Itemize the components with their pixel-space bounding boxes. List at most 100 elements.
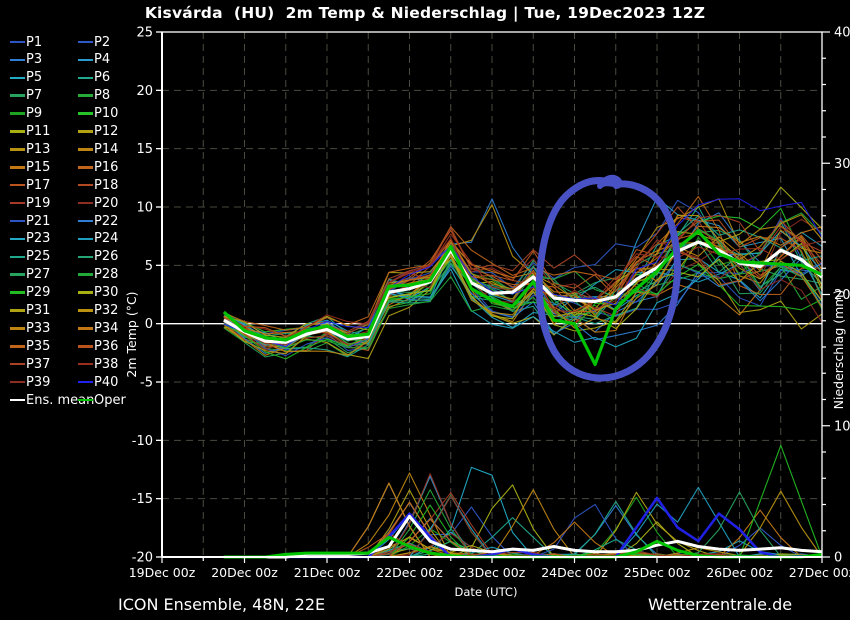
legend-label: P9: [26, 106, 43, 122]
legend-label: P12: [94, 124, 119, 139]
legend-item-p24: P24: [78, 231, 118, 247]
legend-label: P3: [26, 52, 43, 68]
chart-line: [223, 242, 823, 344]
chart-line: [223, 243, 823, 357]
legend-line-swatch: [10, 148, 25, 151]
legend-line-swatch: [10, 219, 25, 223]
chart-line: [223, 240, 824, 344]
chart-line: [223, 444, 823, 558]
legend-item-p32: P32: [78, 303, 118, 319]
legend-label: P33: [26, 320, 51, 336]
legend-line-swatch: [10, 130, 25, 133]
axis-text: 20: [136, 84, 153, 99]
axis-text: 24Dec 00z: [541, 565, 608, 580]
axis-text: Niederschlag (mm): [831, 290, 846, 410]
legend-item-p25: P25: [10, 249, 50, 265]
legend-label: P27: [26, 267, 51, 283]
legend-line-swatch: [78, 398, 93, 402]
legend-item-p38: P38: [78, 356, 118, 372]
legend-label: P18: [94, 177, 119, 193]
legend-item-p30: P30: [78, 285, 118, 301]
legend-item-p39: P39: [10, 374, 50, 390]
legend-item-p2: P2: [78, 34, 110, 50]
chart-line: [223, 482, 822, 558]
legend-line-swatch: [10, 237, 25, 241]
hand-drawn-circle-annotation: [535, 177, 681, 382]
legend-item-oper: Oper: [78, 392, 126, 408]
legend-item-p4: P4: [78, 52, 110, 68]
legend-line-swatch: [10, 291, 25, 294]
legend-line-swatch: [78, 40, 93, 44]
legend-line-swatch: [78, 183, 93, 187]
legend-label: P1: [26, 34, 43, 50]
axis-text: -20: [132, 551, 153, 566]
legend-line-swatch: [78, 166, 93, 169]
legend-line-swatch: [78, 380, 93, 384]
axis-text: 2m Temp (°C): [124, 291, 139, 377]
legend-label: Ens. mean: [26, 392, 95, 408]
legend-line-swatch: [78, 148, 93, 151]
legend-line-swatch: [10, 345, 25, 348]
axis-text: 20: [834, 288, 850, 303]
chart-line: [223, 466, 823, 558]
legend-item-p20: P20: [78, 195, 118, 211]
legend-line-swatch: [78, 219, 93, 223]
chart-line: [223, 229, 823, 358]
legend-item-p22: P22: [78, 213, 118, 229]
legend-item-p14: P14: [78, 141, 118, 157]
legend-item-p3: P3: [10, 52, 42, 68]
legend-line-swatch: [10, 327, 25, 330]
legend-label: P32: [94, 303, 119, 318]
legend-label: P20: [94, 195, 119, 211]
legend-label: P31: [26, 303, 51, 318]
legend-line-swatch: [78, 255, 93, 259]
axis-text: -10: [132, 434, 153, 449]
legend-label: P23: [26, 231, 51, 247]
legend-label: P25: [26, 249, 51, 265]
axis-text: 5: [145, 259, 153, 274]
legend-item-p36: P36: [78, 338, 118, 354]
legend-line-swatch: [10, 201, 25, 205]
legend-item-ens-mean: Ens. mean: [10, 392, 94, 408]
legend-line-swatch: [78, 345, 93, 348]
legend-label: P28: [94, 267, 119, 283]
axis-text: 0: [834, 551, 842, 566]
legend-label: P8: [94, 88, 111, 104]
legend-label: P22: [94, 213, 119, 229]
legend-line-swatch: [10, 94, 25, 97]
legend-line-swatch: [10, 183, 25, 187]
axis-text: 15: [136, 142, 153, 157]
legend-label: P21: [26, 213, 51, 229]
axis-text: 40: [834, 26, 850, 41]
chart-line: [222, 229, 823, 367]
legend-line-swatch: [78, 58, 93, 62]
legend-item-p35: P35: [10, 338, 50, 354]
axis-text: 21Dec 00z: [294, 565, 361, 580]
legend-label: P13: [26, 141, 51, 157]
legend-line-swatch: [78, 112, 93, 115]
legend-line-swatch: [10, 112, 25, 115]
legend-label: P37: [26, 356, 51, 372]
axis-text: -15: [132, 492, 153, 507]
legend-line-swatch: [10, 58, 25, 62]
legend-item-p5: P5: [10, 70, 42, 86]
x-axis-title: Date (UTC): [454, 585, 518, 599]
chart-line: [223, 229, 823, 356]
legend-label: P40: [94, 374, 119, 390]
legend-label: P24: [94, 231, 119, 247]
legend-item-p10: P10: [78, 106, 118, 122]
legend-item-p37: P37: [10, 356, 50, 372]
legend-line-swatch: [10, 255, 25, 259]
axis-text: 20Dec 00z: [211, 565, 278, 580]
legend-label: P39: [26, 374, 51, 390]
legend-item-p21: P21: [10, 213, 50, 229]
legend-line-swatch: [78, 130, 93, 133]
legend-line-swatch: [78, 291, 93, 294]
legend-item-p33: P33: [10, 320, 50, 336]
legend-item-p28: P28: [78, 267, 118, 283]
legend-line-swatch: [78, 362, 93, 366]
chart-title: Kisvárda (HU) 2m Temp & Niederschlag | T…: [144, 4, 706, 22]
chart-line: [223, 198, 823, 348]
